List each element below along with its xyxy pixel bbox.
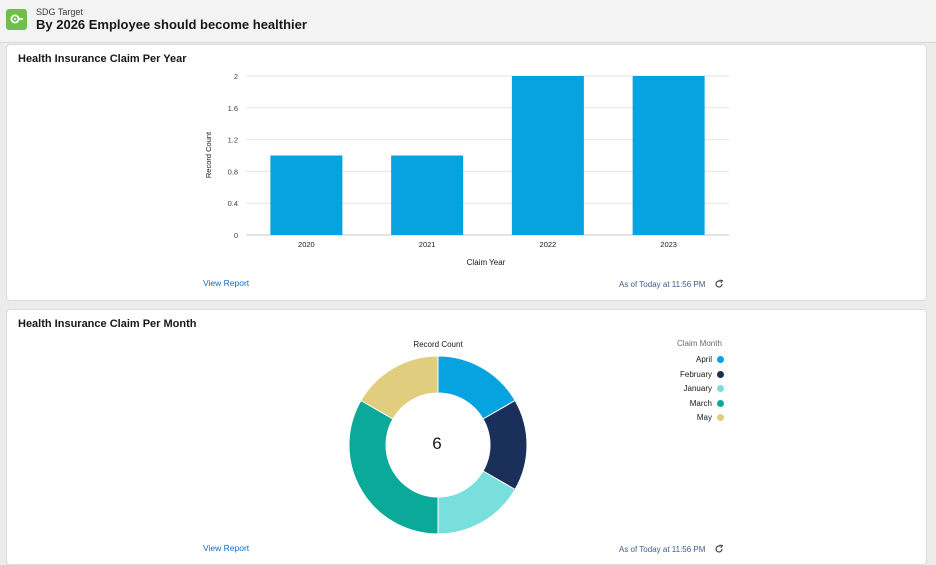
legend-title: Claim Month — [677, 339, 722, 348]
x-tick-label: 2023 — [660, 240, 677, 249]
bar-2022[interactable] — [511, 76, 584, 235]
record-title: By 2026 Employee should become healthier — [36, 17, 307, 32]
bar-chart: 0 0.4 0.8 1.2 1.6 2 2020 2021 2022 2023 Record C… — [204, 72, 729, 267]
legend-swatch — [717, 414, 724, 422]
record-object-type: SDG Target — [36, 7, 83, 17]
bar-2020[interactable] — [270, 155, 343, 236]
bar-chart-x-ticks: 2020 2021 2022 2023 — [298, 240, 677, 249]
refresh-icon[interactable] — [714, 544, 724, 554]
legend-swatch — [717, 385, 724, 393]
bar-chart-bars — [270, 76, 705, 236]
refresh-icon[interactable] — [714, 279, 724, 289]
donut-measure-label: Record Count — [413, 340, 463, 349]
legend-item-april[interactable]: April — [644, 354, 724, 365]
slice-may[interactable] — [360, 355, 439, 420]
legend-swatch — [717, 399, 724, 407]
legend-label: January — [683, 384, 712, 394]
legend-item-january[interactable]: January — [644, 383, 724, 394]
bar-2023[interactable] — [632, 76, 705, 235]
legend-label: April — [695, 355, 712, 364]
donut-slices — [348, 355, 528, 535]
legend-label: May — [696, 413, 712, 423]
y-tick-label: 0.8 — [228, 167, 238, 176]
x-axis-label: Claim Year — [467, 258, 506, 267]
legend-label: February — [679, 369, 712, 379]
legend-item-may[interactable]: May — [644, 412, 724, 423]
legend-label: March — [689, 398, 712, 408]
legend-swatch — [717, 370, 724, 378]
y-tick-label: 2 — [234, 72, 238, 81]
view-report-link-year[interactable]: View Report — [203, 278, 250, 288]
legend-item-february[interactable]: February — [644, 369, 724, 380]
record-header: SDG Target By 2026 Employee should becom… — [0, 0, 936, 43]
legend-swatch — [717, 356, 724, 363]
bar-chart-y-ticks: 0 0.4 0.8 1.2 1.6 2 — [228, 72, 238, 240]
as-of-timestamp-month: As of Today at 11:56 PM — [619, 545, 706, 554]
card-title-per-month: Health Insurance Claim Per Month — [18, 318, 197, 330]
y-tick-label: 1.2 — [228, 136, 238, 145]
card-title-per-year: Health Insurance Claim Per Year — [18, 53, 187, 65]
claim-per-year-card: Health Insurance Claim Per Year — [6, 44, 927, 301]
target-icon — [6, 9, 27, 30]
x-tick-label: 2022 — [540, 240, 557, 249]
y-axis-label: Record Count — [204, 131, 213, 178]
x-tick-label: 2021 — [419, 240, 436, 249]
donut-total: 6 — [432, 434, 442, 453]
bar-2021[interactable] — [391, 155, 464, 236]
y-tick-label: 1.6 — [228, 104, 238, 113]
x-tick-label: 2020 — [298, 240, 315, 249]
view-report-link-month[interactable]: View Report — [203, 543, 250, 553]
legend-item-march[interactable]: March — [644, 398, 724, 409]
slice-march[interactable] — [348, 399, 439, 535]
as-of-timestamp-year: As of Today at 11:56 PM — [619, 280, 706, 289]
y-tick-label: 0.4 — [228, 199, 238, 208]
y-tick-label: 0 — [234, 231, 238, 240]
